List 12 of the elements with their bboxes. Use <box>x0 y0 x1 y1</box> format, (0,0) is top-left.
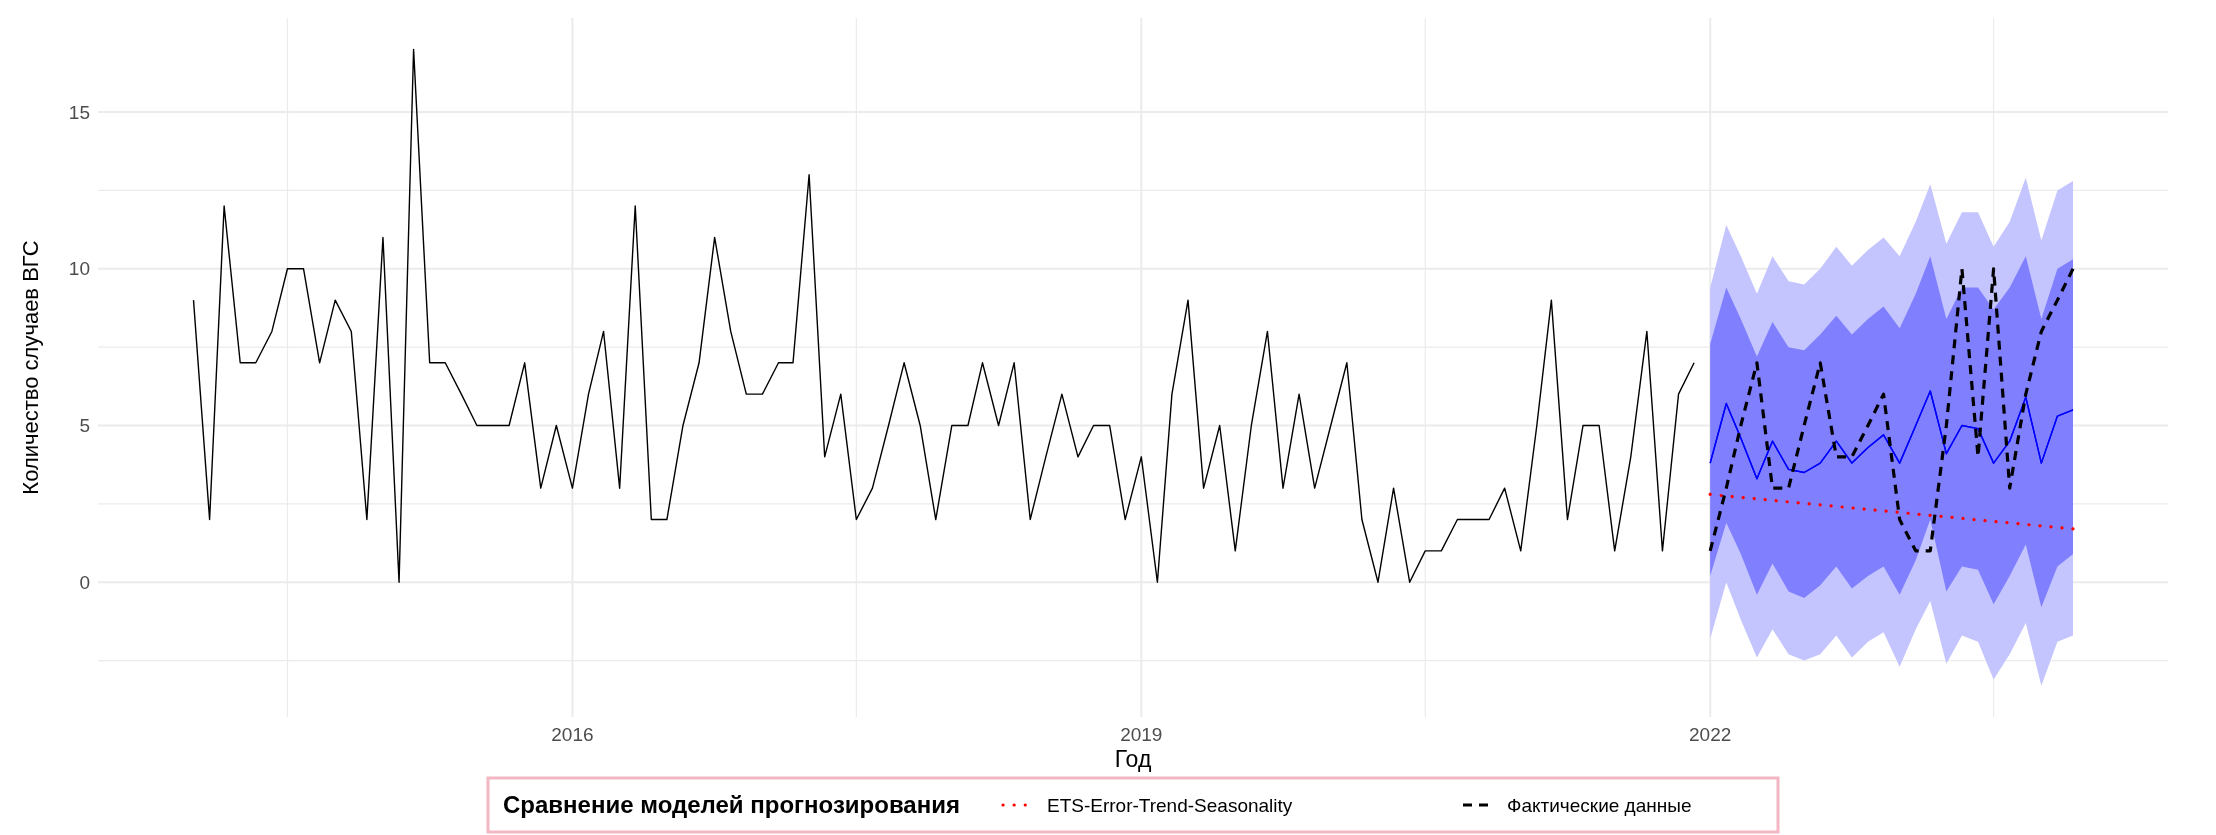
y-tick-label: 15 <box>68 101 90 123</box>
y-tick-label: 0 <box>79 571 90 593</box>
legend-label: ETS-Error-Trend-Seasonality <box>1047 794 1293 816</box>
x-axis-title: Год <box>1114 746 1152 772</box>
y-axis-title: Количество случаев ВГС <box>18 240 43 495</box>
x-tick-label: 2016 <box>551 724 594 745</box>
y-tick-label: 5 <box>79 415 90 437</box>
legend-label: Фактические данные <box>1507 794 1692 816</box>
legend-title: Сравнение моделей прогнозирования <box>503 791 960 819</box>
x-tick-label: 2022 <box>1689 724 1732 745</box>
y-tick-label: 10 <box>68 258 90 280</box>
x-tick-label: 2019 <box>1120 724 1163 745</box>
